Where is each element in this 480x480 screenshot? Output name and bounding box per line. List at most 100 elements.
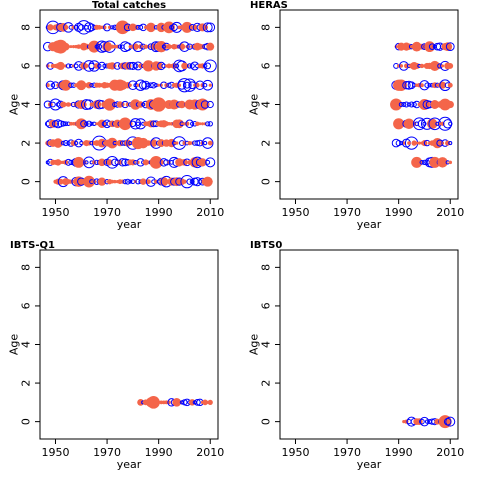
bubble-negative [202,22,213,33]
bubble-positive [57,178,64,185]
bubble-positive [124,82,131,89]
x-axis-label: year [357,218,382,231]
bubble-negative [129,118,142,130]
bubble-positive [85,82,93,89]
panel-3: IBTS0 1950 1970 1990 2010 0 2 4 6 8 year Age [248,240,465,471]
bubble-positive [102,159,107,165]
bubble-negative [128,61,137,70]
bubble-negative [135,121,141,126]
bubble-negative [84,121,89,127]
bubble-positive [443,42,453,52]
bubble-negative [148,82,154,89]
bubble-positive [419,83,424,88]
y-tick-label: 0 [20,418,33,425]
bubble-negative [80,120,88,128]
bubble-positive [106,137,118,149]
x-tick-label: 1990 [145,206,173,219]
bubble-positive [196,98,209,111]
x-tick-label: 2010 [196,206,224,219]
bubble-positive [118,117,132,131]
y-tick-label: 4 [260,341,273,348]
bubble-negative [150,81,157,89]
bubble-layer [42,20,217,189]
bubble-negative [183,81,191,89]
bubble-negative [134,79,147,91]
bubble-negative [419,160,425,165]
bubble-positive [103,98,116,111]
y-tick-label: 2 [20,140,33,147]
x-tick-label: 1950 [41,206,69,219]
bubble-positive [149,156,163,169]
bubble-positive [407,141,411,145]
bubble-positive [58,160,63,165]
bubble-negative [186,63,193,69]
bubble-positive [54,159,62,166]
bubble-positive [175,141,179,145]
bubble-positive [174,119,184,129]
x-axis-label: year [357,458,382,471]
bubble-positive [429,156,441,168]
bubble-negative [128,141,133,146]
bubble-negative [177,78,192,93]
y-tick-label: 0 [260,418,273,425]
bubble-negative [206,100,214,109]
bubble-negative [118,158,127,167]
y-axis-label: Age [8,94,21,116]
bubble-positive [167,121,171,126]
bubble-positive [182,179,187,184]
x-tick-label: 2010 [436,206,464,219]
bubble-negative [202,79,214,91]
x-tick-label: 1950 [281,206,309,219]
bubble-negative [202,82,208,88]
bubble-positive [81,101,87,108]
bubble-positive [202,176,213,187]
bubble-negative [207,121,213,127]
bubble-positive [71,45,76,49]
bubble-negative [407,81,416,90]
y-tick-label: 2 [260,140,273,147]
bubble-positive [151,97,166,112]
bubble-positive [206,42,215,51]
x-tick-label: 1970 [333,446,361,459]
bubble-negative [60,120,67,127]
bubble-positive [113,44,117,49]
bubble-negative [190,121,195,126]
bubble-negative [445,42,455,52]
y-tick-label: 6 [260,302,273,309]
bubble-negative [445,416,456,427]
bubble-negative [424,82,430,88]
bubble-negative [404,80,414,90]
bubble-positive [411,140,417,146]
bubble-positive [157,139,166,147]
y-tick-label: 4 [260,101,273,108]
bubble-negative [68,159,74,166]
bubble-positive [142,159,149,166]
bubble-positive [202,399,208,406]
bubble-positive [166,44,172,50]
bubble-negative [85,120,93,127]
bubble-negative [83,22,95,33]
bubble-negative [408,101,415,108]
bubble-negative [422,121,427,126]
bubble-layer [137,396,213,409]
y-axis-label: Age [8,334,21,356]
bubble-negative [60,140,66,146]
bubble-positive [119,62,126,70]
bubble-positive [69,121,73,126]
bubble-positive [163,121,169,127]
bubble-positive [207,140,213,146]
bubble-negative [205,22,216,33]
x-tick-label: 1970 [93,446,121,459]
bubble-negative [89,121,94,126]
bubble-positive [172,177,182,187]
bubble-negative [97,63,102,69]
bubble-positive [83,175,95,188]
bubble-positive [208,83,212,87]
bubble-positive [61,64,65,68]
bubble-negative [443,417,452,426]
bubble-positive [411,41,422,52]
bubble-negative [395,140,402,147]
bubble-negative [63,121,69,127]
bubble-negative [110,25,115,30]
panel-title: IBTS-Q1 [10,240,55,251]
